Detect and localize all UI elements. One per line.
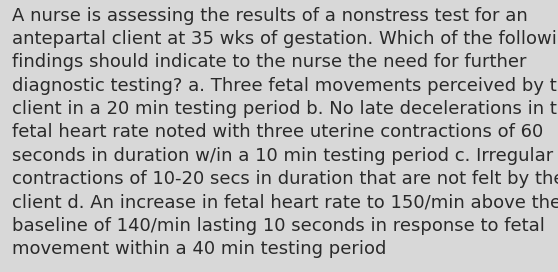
Text: A nurse is assessing the results of a nonstress test for an
antepartal client at: A nurse is assessing the results of a no… bbox=[12, 7, 558, 258]
